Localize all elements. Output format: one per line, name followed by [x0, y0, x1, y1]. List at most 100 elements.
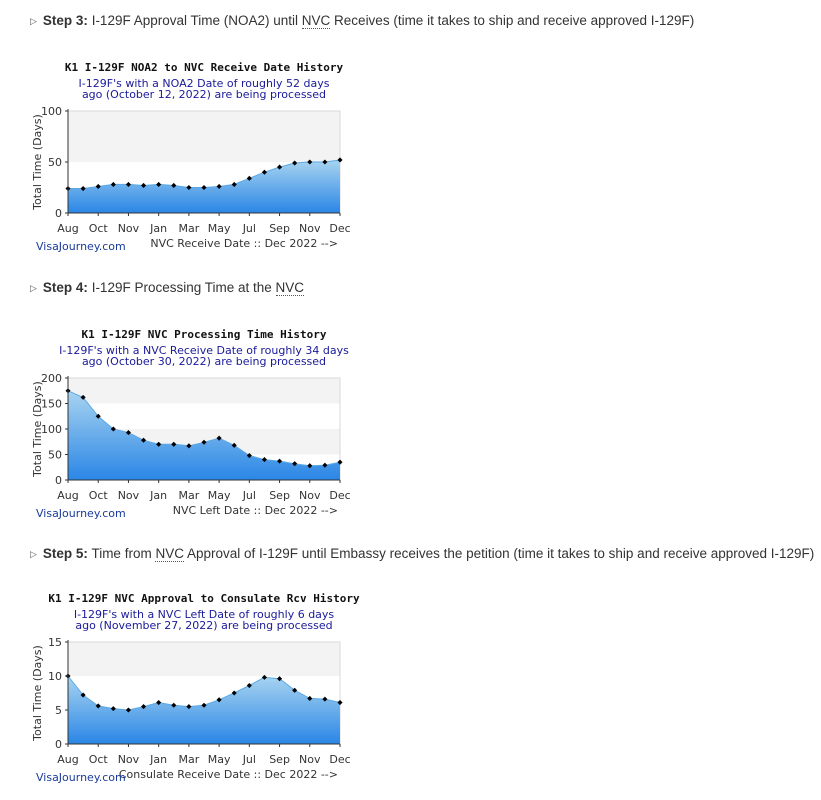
- data-point: [201, 439, 207, 445]
- nvc-abbr[interactable]: NVC: [155, 546, 184, 562]
- y-axis-label: Total Time (Days): [31, 645, 44, 742]
- y-tick-label: 5: [55, 704, 62, 717]
- x-axis-label: NVC Receive Date :: Dec 2022 -->: [150, 237, 338, 250]
- data-point: [246, 452, 252, 459]
- chart-subtitle: I-129F's with a NVC Receive Date of roug…: [59, 344, 349, 357]
- chart-subtitle: ago (October 30, 2022) are being process…: [82, 355, 326, 368]
- step-text: Time from: [87, 546, 156, 561]
- data-point: [186, 443, 192, 449]
- x-tick-label: Oct: [89, 489, 109, 502]
- brand-link[interactable]: VisaJourney.com: [36, 771, 126, 784]
- grid-band: [68, 642, 340, 676]
- chart-svg: K1 I-129F NOA2 to NVC Receive Date Histo…: [31, 61, 351, 253]
- data-point: [186, 184, 192, 191]
- chart-title: K1 I-129F NVC Approval to Consulate Rcv …: [48, 592, 360, 605]
- chart-subtitle: ago (November 27, 2022) are being proces…: [75, 619, 332, 632]
- data-point: [201, 184, 207, 191]
- x-tick-label: Mar: [179, 222, 200, 235]
- x-tick-label: Oct: [89, 222, 109, 235]
- x-tick-label: Jul: [242, 753, 256, 766]
- chart-subtitle: ago (October 12, 2022) are being process…: [82, 88, 326, 101]
- x-tick-label: Mar: [179, 753, 200, 766]
- data-point: [156, 441, 162, 447]
- brand-link[interactable]: VisaJourney.com: [36, 507, 126, 520]
- step-text: I-129F Processing Time at the: [87, 280, 276, 295]
- series-area: [68, 676, 340, 744]
- step-label: Step 3:: [42, 13, 88, 28]
- x-tick-label: Sep: [269, 489, 290, 502]
- chart-svg: K1 I-129F NVC Approval to Consulate Rcv …: [31, 592, 360, 784]
- step-text: Receives (time it takes to ship and rece…: [330, 13, 695, 28]
- chart-noa2-to-nvc: K1 I-129F NOA2 to NVC Receive Date Histo…: [30, 58, 360, 258]
- nvc-abbr[interactable]: NVC: [275, 280, 305, 296]
- series-area: [68, 160, 340, 213]
- triangle-right-icon[interactable]: ▷: [30, 549, 37, 559]
- x-tick-label: Aug: [57, 753, 78, 766]
- grid-band: [68, 111, 340, 162]
- chart-subtitle: I-129F's with a NVC Left Date of roughly…: [74, 608, 335, 621]
- x-tick-label: Sep: [269, 222, 290, 235]
- x-tick-label: Jan: [149, 753, 167, 766]
- x-tick-label: Nov: [299, 489, 321, 502]
- y-tick-label: 10: [48, 670, 62, 683]
- x-tick-label: May: [208, 753, 231, 766]
- data-point: [277, 676, 283, 682]
- series-area: [68, 390, 340, 480]
- data-point: [216, 183, 222, 190]
- x-tick-label: Jan: [149, 489, 167, 502]
- x-tick-label: Nov: [118, 753, 140, 766]
- triangle-right-icon[interactable]: ▷: [30, 283, 37, 293]
- chart-title: K1 I-129F NOA2 to NVC Receive Date Histo…: [65, 61, 344, 74]
- y-tick-label: 100: [41, 105, 62, 118]
- y-tick-label: 200: [41, 372, 62, 385]
- data-point: [261, 457, 267, 463]
- y-axis-label: Total Time (Days): [31, 381, 44, 478]
- y-axis-label: Total Time (Days): [31, 114, 44, 211]
- grid-band: [68, 378, 340, 404]
- x-tick-label: Sep: [269, 753, 290, 766]
- step-text: I-129F Approval Time (NOA2) until: [87, 13, 302, 28]
- y-tick-label: 100: [41, 423, 62, 436]
- x-tick-label: Mar: [179, 489, 200, 502]
- x-tick-label: Nov: [118, 489, 140, 502]
- x-axis-label: NVC Left Date :: Dec 2022 -->: [173, 504, 338, 517]
- data-point: [337, 459, 343, 465]
- y-tick-label: 0: [55, 474, 62, 487]
- x-axis-label: Consulate Receive Date :: Dec 2022 -->: [119, 768, 338, 781]
- data-point: [171, 182, 177, 189]
- y-tick-label: 50: [48, 156, 62, 169]
- data-point: [125, 707, 131, 713]
- step-5-header: ▷ Step 5: Time from NVC Approval of I-129…: [30, 546, 815, 562]
- data-point: [95, 183, 101, 190]
- x-tick-label: Jan: [149, 222, 167, 235]
- x-tick-label: Jul: [242, 222, 256, 235]
- x-tick-label: Aug: [57, 489, 78, 502]
- chart-title: K1 I-129F NVC Processing Time History: [81, 328, 326, 341]
- triangle-right-icon[interactable]: ▷: [30, 16, 37, 26]
- x-tick-label: Nov: [118, 222, 140, 235]
- brand-link[interactable]: VisaJourney.com: [36, 240, 126, 253]
- chart-nvc-to-consulate: K1 I-129F NVC Approval to Consulate Rcv …: [30, 589, 360, 789]
- y-tick-label: 15: [48, 636, 62, 649]
- x-tick-label: Dec: [329, 222, 350, 235]
- x-tick-label: Nov: [299, 222, 321, 235]
- y-tick-label: 0: [55, 207, 62, 220]
- nvc-abbr[interactable]: NVC: [301, 13, 331, 29]
- y-tick-label: 50: [48, 449, 62, 462]
- data-point: [156, 181, 162, 187]
- y-tick-label: 0: [55, 738, 62, 751]
- data-point: [141, 182, 147, 189]
- step-text: Approval of I-129F until Embassy receive…: [183, 546, 815, 561]
- chart-nvc-processing: K1 I-129F NVC Processing Time History I-1…: [30, 325, 360, 525]
- x-tick-label: Dec: [329, 753, 350, 766]
- x-tick-label: Oct: [89, 753, 109, 766]
- data-point: [231, 690, 237, 696]
- data-point: [292, 461, 298, 467]
- y-tick-label: 150: [41, 398, 62, 411]
- x-tick-label: Jul: [242, 489, 256, 502]
- step-4-header: ▷ Step 4: I-129F Processing Time at the N…: [30, 280, 305, 296]
- data-point: [231, 442, 237, 448]
- chart-subtitle: I-129F's with a NOA2 Date of roughly 52 …: [79, 77, 330, 90]
- x-tick-label: May: [208, 222, 231, 235]
- x-tick-label: Dec: [329, 489, 350, 502]
